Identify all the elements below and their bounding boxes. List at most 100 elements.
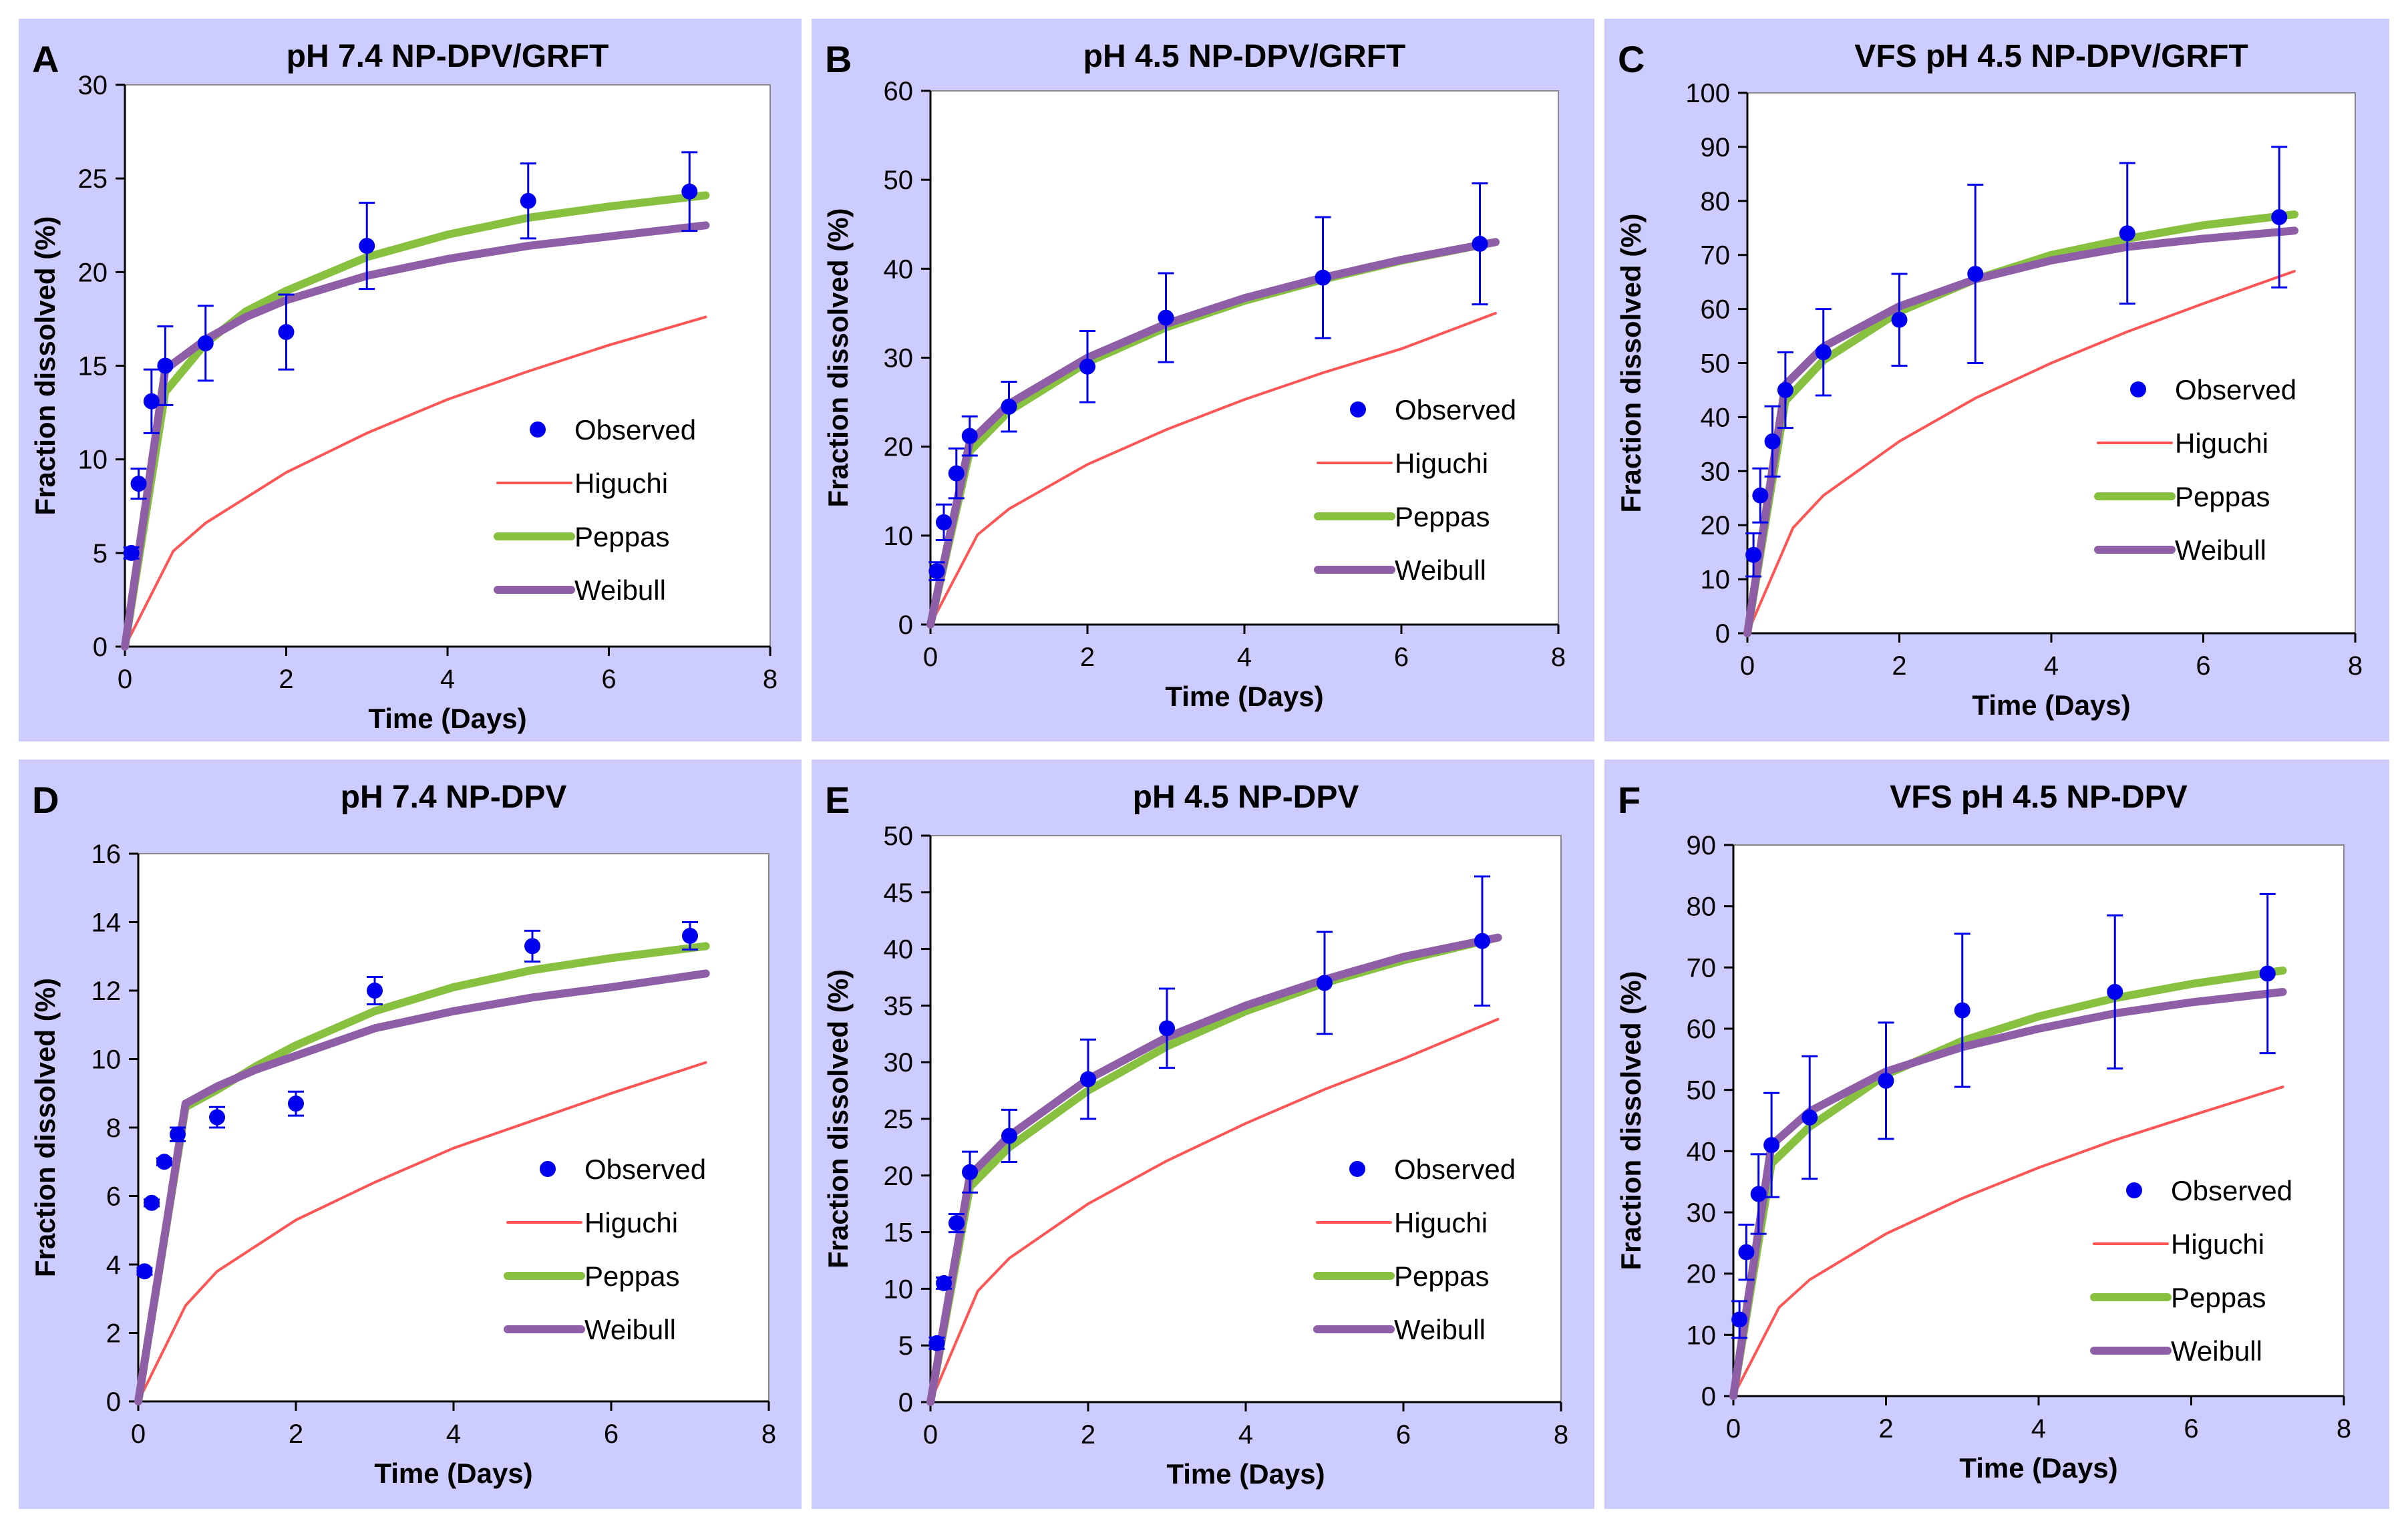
y-tick-label: 25 [78,164,108,194]
series-line-higuchi [1746,270,2296,635]
x-axis-label: Time (Days) [368,703,526,734]
x-tick-label: 6 [1396,1420,1411,1450]
legend: Observed Higuchi Peppas Weibull [2094,374,2296,566]
legend-label-peppas: Peppas [1395,501,1490,532]
observed-point [961,428,978,444]
legend-label-peppas: Peppas [574,521,669,552]
series-line-weibull [134,969,710,1405]
series-line-peppas [121,191,710,651]
legend-label-observed: Observed [584,1154,706,1185]
chart-title: pH 7.4 NP-DPV/GRFT [287,39,609,74]
observed-point [1738,1244,1755,1260]
observed-point [288,1095,304,1112]
x-tick-label: 8 [763,665,778,694]
y-tick-label: 15 [78,352,108,381]
x-tick-label: 8 [2337,1414,2351,1444]
observed-point [136,1263,153,1280]
y-tick-label: 80 [1701,187,1731,216]
x-tick-label: 6 [601,665,616,694]
x-tick-label: 0 [118,665,132,694]
y-tick-label: 40 [1701,403,1731,432]
x-tick-label: 0 [923,1420,938,1450]
legend-marker-observed [2130,381,2146,397]
observed-point [130,476,147,492]
legend-label-observed: Observed [1394,1154,1516,1185]
chart-title: VFS pH 4.5 NP-DPV [1890,780,2187,815]
y-axis-label: Fraction dissolved (%) [1615,213,1647,512]
plot-area [138,853,769,1402]
x-tick-label: 4 [1238,1420,1253,1450]
observed-point [1079,358,1095,375]
observed-point [1891,311,1908,328]
y-tick-label: 10 [884,1275,914,1304]
x-tick-label: 2 [279,665,293,694]
observed-point [1801,1109,1818,1126]
legend-label-weibull: Weibull [1394,1314,1486,1345]
legend-label-weibull: Weibull [1395,554,1486,586]
x-tick-label: 0 [923,643,938,672]
y-tick-label: 0 [898,611,913,640]
x-tick-label: 4 [2044,651,2059,681]
observed-point [948,1215,965,1232]
observed-point [278,324,295,341]
observed-point [1080,1071,1096,1087]
y-tick-label: 14 [92,908,122,938]
y-tick-label: 10 [92,1045,122,1075]
y-tick-label: 20 [78,258,108,287]
observed-point [156,1154,172,1170]
observed-point [367,983,383,999]
y-tick-label: 80 [1687,892,1717,922]
x-tick-label: 8 [1554,1420,1568,1450]
observed-point [524,938,540,955]
legend-marker-observed [530,421,546,438]
observed-point [1159,1020,1175,1037]
observed-point [123,544,140,561]
panel-letter: A [32,38,59,80]
observed-point [1815,344,1832,361]
y-tick-label: 90 [1701,133,1731,162]
y-tick-label: 50 [884,166,914,195]
x-tick-label: 8 [2348,651,2363,681]
y-tick-label: 10 [884,522,914,551]
x-tick-label: 2 [1081,1420,1095,1450]
x-tick-label: 0 [1740,651,1755,681]
y-tick-label: 0 [898,1388,913,1417]
panel-letter: D [32,779,59,821]
legend-marker-observed [1350,401,1366,417]
observed-point [1317,975,1333,991]
observed-point [1752,487,1769,504]
plot-area [930,90,1559,625]
y-axis-label: Fraction dissolved (%) [29,978,61,1277]
x-tick-label: 4 [2031,1414,2046,1444]
y-tick-label: 20 [1701,511,1731,540]
series-line-weibull [121,221,710,651]
x-tick-label: 2 [1878,1414,1893,1444]
panel-letter: B [825,38,852,80]
y-tick-label: 15 [884,1218,914,1248]
legend-marker-observed [1349,1161,1365,1177]
observed-point [1954,1002,1970,1019]
x-tick-label: 4 [1237,643,1252,672]
legend-label-higuchi: Higuchi [1395,448,1488,479]
observed-point [2119,225,2135,242]
y-tick-label: 50 [884,822,914,851]
legend-label-higuchi: Higuchi [1394,1207,1488,1238]
y-tick-label: 50 [1687,1076,1717,1106]
panel-letter: F [1618,779,1641,821]
legend-label-higuchi: Higuchi [2175,428,2268,459]
observed-point [1763,1137,1780,1154]
legend-label-observed: Observed [1395,394,1516,426]
y-tick-label: 30 [78,71,108,100]
series-line-higuchi [1732,1085,2284,1397]
y-tick-label: 5 [898,1331,913,1361]
observed-point [1878,1072,1894,1089]
y-tick-label: 16 [92,840,122,869]
y-tick-label: 100 [1685,79,1730,108]
y-tick-label: 10 [78,446,108,475]
observed-point [2271,209,2288,226]
x-axis-label: Time (Days) [374,1458,532,1489]
observed-point [1967,266,1984,283]
